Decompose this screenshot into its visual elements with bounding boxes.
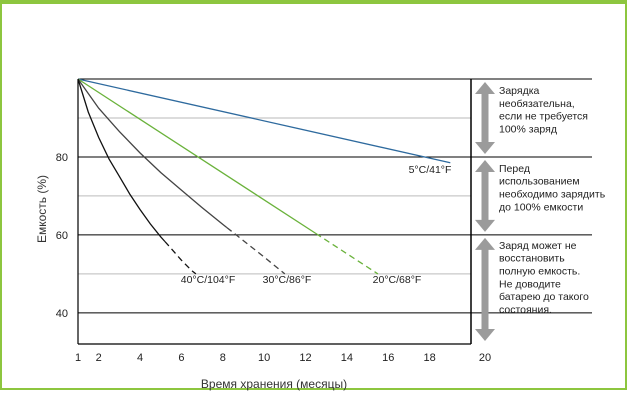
zone-1-text-line: использованием [499, 176, 580, 188]
x-tick-18: 18 [424, 352, 436, 364]
series-2-line-dashed [226, 227, 286, 275]
series-label-1: 20°C/68°F [373, 274, 422, 286]
y-axis-title: Емкость (%) [35, 175, 49, 243]
zone-1-arrow-shaft [481, 169, 489, 222]
grid-lines [78, 78, 592, 314]
series-1-line-dashed [315, 232, 379, 275]
zone-2-text-line: батарею до такого [499, 291, 589, 303]
axes [77, 79, 472, 345]
zone-2-arrow-head-up [475, 237, 495, 250]
series-label-0: 5°C/41°F [409, 164, 452, 176]
zone-0-text-line: необязательна, [499, 98, 575, 110]
x-tick-8: 8 [220, 352, 226, 364]
y-tick-80: 80 [56, 152, 68, 164]
zone-0-arrow-head-down [475, 141, 495, 154]
series-label-3: 40°C/104°F [181, 274, 236, 286]
y-tick-labels: 40 60 80 [56, 152, 68, 320]
zone-2-text-line: полную емкость. [499, 265, 580, 277]
zone-0-text-line: если не требуется [499, 111, 588, 123]
series-label-2: 30°C/86°F [263, 274, 312, 286]
x-tick-labels: 1 2 4 6 8 10 12 14 16 18 20 [75, 352, 491, 364]
series-0-line [77, 78, 451, 164]
zone-1-text-line: необходимо зарядить [499, 189, 606, 201]
zone-0-text-line: 100% заряд [499, 123, 557, 135]
zone-0-arrow-head-up [475, 82, 495, 94]
series-1-line-solid [77, 78, 317, 235]
zone-2-text-line: Заряд может не [499, 240, 577, 252]
x-tick-20: 20 [479, 352, 491, 364]
x-tick-4: 4 [137, 352, 143, 364]
x-axis-title: Время хранения (месяцы) [201, 377, 347, 391]
zone-2-text-line: состояния. [499, 304, 552, 316]
zone-1-arrow-head-up [475, 159, 495, 172]
x-tick-2: 2 [96, 352, 102, 364]
series-labels: 5°C/41°F 20°C/68°F 30°C/86°F 40°C/104°F [181, 164, 452, 286]
y-tick-40: 40 [56, 308, 68, 320]
zone-1-arrow-head-down [475, 219, 495, 232]
zone-0-arrow-shaft [481, 92, 489, 144]
zone-2-arrow-head-down [475, 329, 495, 341]
x-tick-12: 12 [299, 352, 311, 364]
zone-2-arrow-shaft [481, 247, 489, 331]
x-tick-14: 14 [341, 352, 353, 364]
zone-2-text-line: Не доводите [499, 278, 561, 290]
x-tick-6: 6 [178, 352, 184, 364]
zone-1-text-line: Перед [499, 163, 530, 175]
series-2-line-solid [77, 78, 228, 229]
x-tick-10: 10 [258, 352, 270, 364]
zone-0-text-line: Зарядка [499, 85, 540, 97]
series-3-line-solid [77, 78, 166, 242]
y-tick-60: 60 [56, 230, 68, 242]
x-tick-16: 16 [382, 352, 394, 364]
series-3-line-dashed [164, 241, 197, 275]
zone-2-text-line: восстановить [499, 253, 565, 265]
zone-1-text-line: до 100% емкости [499, 201, 583, 213]
x-tick-1: 1 [75, 352, 81, 364]
series-lines [77, 78, 451, 275]
